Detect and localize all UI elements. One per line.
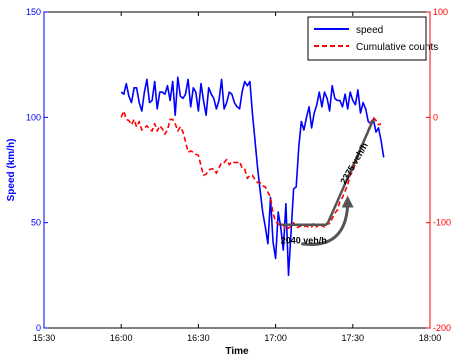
arrow-head xyxy=(341,195,354,208)
curved-arrow xyxy=(301,205,350,246)
plot-area xyxy=(43,11,431,329)
x-tick-label: 15:30 xyxy=(33,333,56,343)
legend-speed-label: speed xyxy=(356,25,383,36)
legend-counts-label: Cumulative counts xyxy=(356,42,438,53)
left-tick-label: 0 xyxy=(36,323,41,333)
x-tick-label: 17:00 xyxy=(264,333,287,343)
x-tick-label: 16:00 xyxy=(110,333,133,343)
cumulative-counts-line xyxy=(120,110,382,231)
x-axis-label: Time xyxy=(225,346,249,357)
right-tick-label: 0 xyxy=(433,112,438,122)
right-tick-label: -100 xyxy=(433,218,451,228)
flat-rate-label: 2040 veh/h xyxy=(281,236,327,246)
slope-fit-line xyxy=(325,118,375,226)
left-y-axis-label: Speed (km/h) xyxy=(6,139,17,202)
left-tick-label: 100 xyxy=(26,112,41,122)
legend-box xyxy=(307,16,427,61)
right-tick-label: 100 xyxy=(433,7,448,17)
left-tick-label: 150 xyxy=(26,7,41,17)
left-tick-label: 50 xyxy=(31,218,41,228)
x-tick-label: 17:30 xyxy=(342,333,365,343)
x-tick-label: 18:00 xyxy=(419,333,442,343)
speed-line xyxy=(120,76,385,277)
series-lines xyxy=(120,76,385,277)
legend: speed Cumulative counts xyxy=(307,16,438,61)
x-tick-label: 16:30 xyxy=(187,333,210,343)
right-y-axis: -200 -100 0 100 xyxy=(426,7,451,333)
left-y-axis: 0 50 100 150 xyxy=(26,7,48,333)
right-tick-label: -200 xyxy=(433,323,451,333)
